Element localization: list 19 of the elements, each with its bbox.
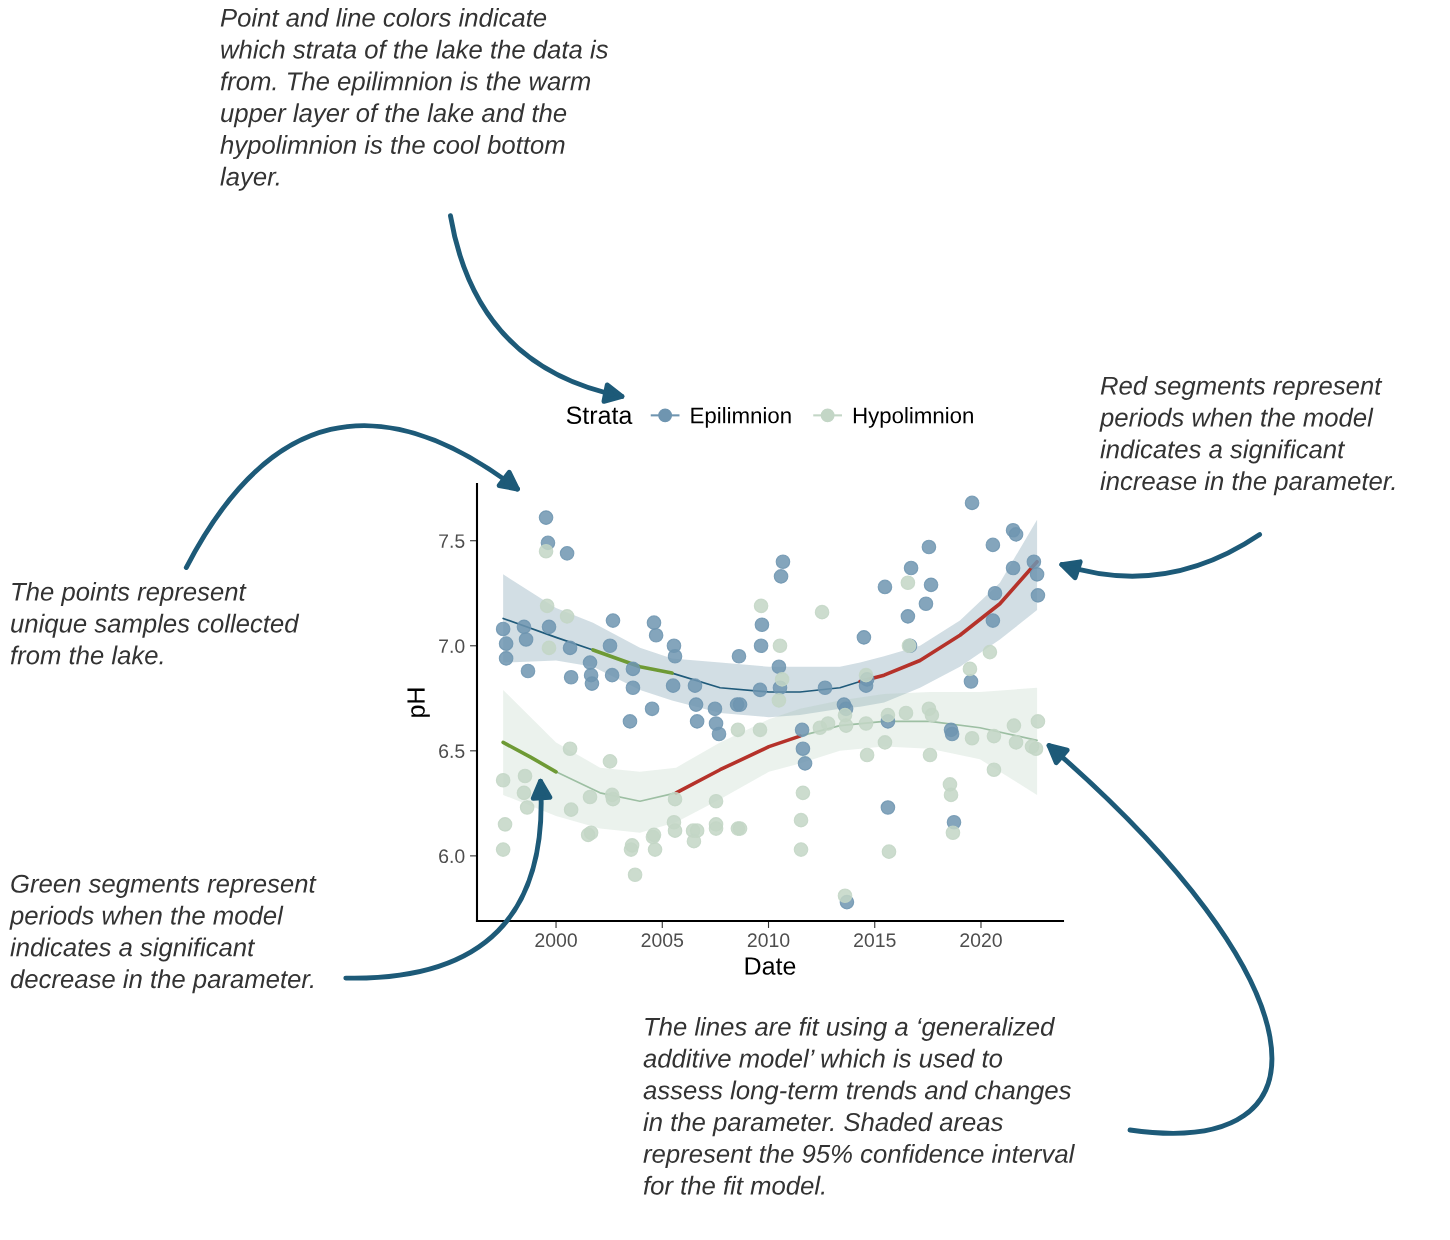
y-tick-label: 7.5 xyxy=(439,534,465,548)
legend-title: Strata xyxy=(566,406,633,425)
x-tick-label: 2015 xyxy=(854,933,896,948)
x-axis-title: Date xyxy=(745,957,796,975)
y-axis-title: pH xyxy=(407,688,430,717)
y-tick-label: 6.5 xyxy=(439,744,465,759)
y-tick-label: 6.0 xyxy=(439,849,465,864)
x-tick-label: 2005 xyxy=(641,933,684,948)
legend-label: Epilimnion xyxy=(691,407,791,428)
x-tick-label: 2000 xyxy=(535,933,577,948)
text: Green segments represent periods when the model indicates a significant decrease in the parameter. xyxy=(9,874,317,994)
text: Red segments represent periods when the model indicates a significant increase in the parameter. xyxy=(1099,376,1395,496)
text: The points represent unique samples collected from the lake. xyxy=(10,582,300,665)
text: Point and line colors indicate which strata of the lake the data is from. The epilimnion is the warm upper layer of the lake and the hypolimnion is the cool bottom layer. xyxy=(220,8,608,191)
x-tick-label: 2020 xyxy=(960,933,1002,948)
legend-label: Hypolimnion xyxy=(853,407,973,428)
text: The lines are fit using a ‘generalized additive model’ which is used to assess long-term trends and changes in the parameter. Shaded areas represent the 95% confidence interval for the fit model. xyxy=(643,1017,1075,1195)
x-tick-label: 2010 xyxy=(747,933,790,948)
y-tick-label: 7.0 xyxy=(439,639,465,654)
